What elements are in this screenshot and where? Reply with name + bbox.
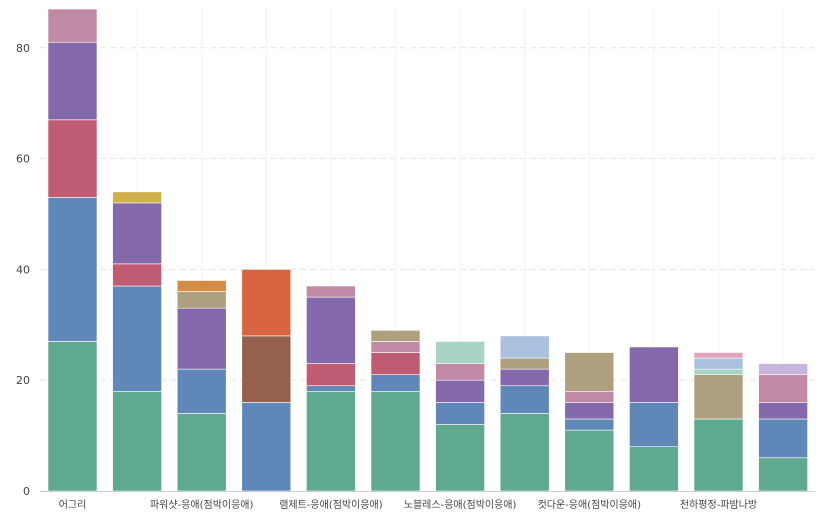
bar-segment [629, 402, 679, 447]
bar-stack [370, 330, 421, 492]
bar-segment [435, 363, 485, 381]
bar-segment [176, 307, 227, 370]
bar-stack [47, 8, 98, 492]
x-tick-label: 어그리 [59, 499, 87, 511]
y-tick-label: 0 [23, 485, 30, 498]
x-tick-label: 노블레스-응애(점박이응애) [404, 499, 517, 511]
bar-segment [47, 197, 98, 342]
bar-segment [306, 363, 356, 387]
bar-segment [435, 341, 485, 364]
bar-segment [112, 285, 162, 392]
bar-segment [176, 368, 227, 414]
bar-segment [241, 269, 292, 337]
y-axis: 0 20 40 60 80 [16, 42, 30, 498]
bar-segment [47, 8, 98, 43]
bar-stack [693, 352, 744, 492]
bar-segment [306, 390, 356, 492]
bar-segment [499, 335, 550, 359]
bar-segment [758, 402, 808, 420]
bar-segment [564, 402, 615, 420]
bar-segment [47, 41, 98, 121]
bar-segment [176, 291, 227, 309]
y-tick-label: 40 [16, 263, 30, 276]
bar-segment [112, 390, 162, 492]
x-axis: 어그리 파워샷-응애(점박이응애) 램제트-응애(점박이응애) 노블레스-응애(점박이… [40, 491, 815, 511]
bar-stack [758, 363, 808, 492]
bar-segment [370, 352, 421, 375]
bar-segment [112, 191, 162, 204]
bar-segment [435, 424, 485, 492]
bar-segment [47, 341, 98, 492]
bar-segment [47, 119, 98, 198]
bar-segment [499, 385, 550, 414]
bar-segment [306, 385, 356, 392]
bar-segment [564, 429, 615, 492]
bar-segment [306, 296, 356, 364]
bar-segment [112, 263, 162, 287]
bar-stack [306, 285, 356, 492]
bar-segment [564, 418, 615, 431]
bar-stack [112, 191, 162, 492]
bar-stack [435, 341, 485, 492]
bar-segment [435, 402, 485, 425]
bar-segment [370, 390, 421, 492]
bar-stack [564, 352, 615, 492]
bar-segment [693, 352, 744, 359]
bar-segment [241, 335, 292, 403]
y-tick-label: 20 [16, 374, 30, 387]
bar-segment [370, 374, 421, 392]
bar-segment [564, 390, 615, 403]
y-tick-label: 80 [16, 42, 30, 55]
bar-segment [758, 418, 808, 459]
bar-segment [306, 285, 356, 298]
bar-segment [241, 402, 292, 492]
bar-segment [499, 413, 550, 492]
y-tick-label: 60 [16, 153, 30, 166]
bar-segment [629, 446, 679, 492]
bar-segment [499, 357, 550, 370]
bar-stack [176, 280, 227, 492]
bar-segment [693, 418, 744, 492]
bar-segment [629, 346, 679, 403]
x-tick-label: 파워샷-응애(점박이응애) [150, 498, 254, 511]
bar-segment [693, 368, 744, 375]
bar-segment [758, 457, 808, 492]
bar-segment [435, 379, 485, 403]
bar-segment [370, 341, 421, 353]
x-tick-label: 천하평정-파밤나방 [680, 498, 757, 511]
bar-segment [176, 280, 227, 292]
bar-stack [499, 335, 550, 492]
bar-segment [112, 202, 162, 265]
bar-segment [693, 374, 744, 420]
bar-segment [758, 363, 808, 375]
bar-segment [758, 374, 808, 403]
bar-segment [499, 368, 550, 387]
bar-segment [176, 413, 227, 492]
bar-segment [693, 357, 744, 370]
bar-stack [241, 269, 292, 492]
bars [47, 8, 808, 492]
bar-segment [564, 352, 615, 392]
bar-segment [370, 330, 421, 342]
x-tick-label: 컷다운-응애(점박이응애) [538, 499, 642, 511]
x-tick-label: 램제트-응애(점박이응애) [279, 499, 383, 511]
bar-stack [629, 346, 679, 492]
